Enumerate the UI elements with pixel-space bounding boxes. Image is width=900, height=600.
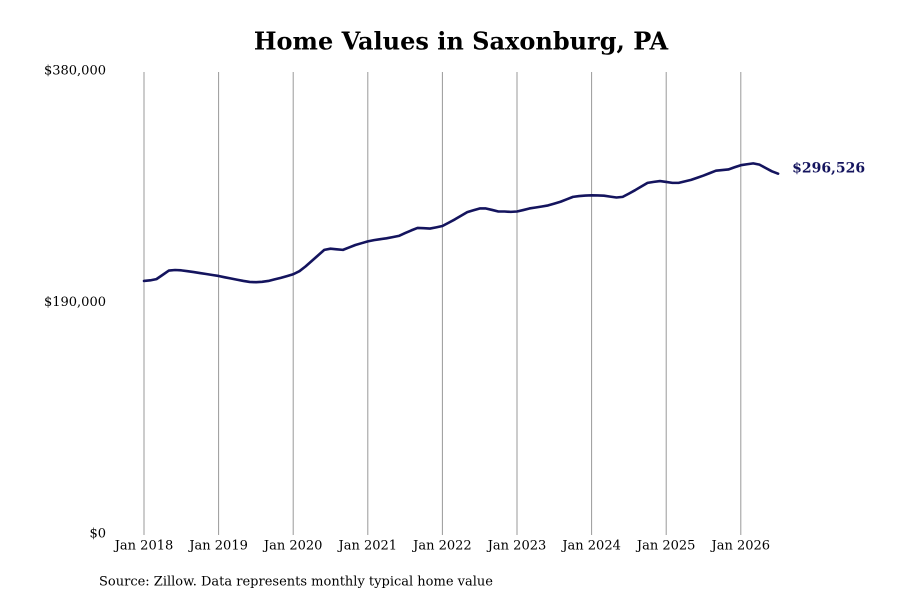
x-tick-label: Jan 2026 — [710, 539, 771, 554]
chart-title: Home Values in Saxonburg, PA — [254, 27, 669, 56]
x-tick-label: Jan 2021 — [337, 539, 398, 554]
x-tick-label: Jan 2019 — [187, 539, 248, 554]
x-tick-label: Jan 2023 — [486, 539, 547, 554]
y-tick-label: $0 — [89, 527, 106, 542]
y-tick-label: $380,000 — [44, 64, 106, 79]
x-tick-label: Jan 2020 — [262, 539, 323, 554]
x-tick-label: Jan 2024 — [560, 539, 621, 554]
x-tick-label: Jan 2022 — [411, 539, 472, 554]
source-note: Source: Zillow. Data represents monthly … — [99, 575, 493, 590]
x-tick-label: Jan 2018 — [113, 539, 174, 554]
value-label: $296,526 — [792, 161, 865, 177]
y-tick-label: $190,000 — [44, 295, 106, 310]
line — [142, 162, 780, 284]
x-tick-label: Jan 2025 — [635, 539, 696, 554]
